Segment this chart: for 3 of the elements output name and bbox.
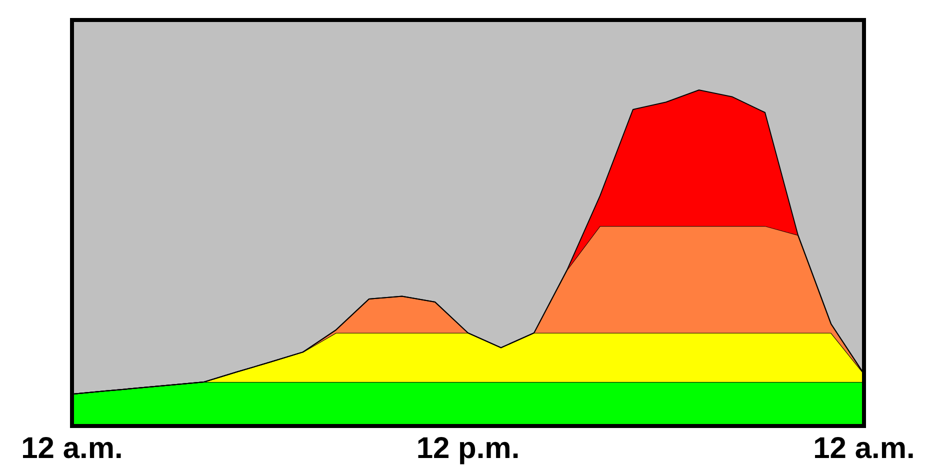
x-tick-label: 12 a.m. xyxy=(21,432,123,465)
x-tick-label: 12 p.m. xyxy=(416,432,520,465)
x-tick-label: 12 a.m. xyxy=(813,432,915,465)
